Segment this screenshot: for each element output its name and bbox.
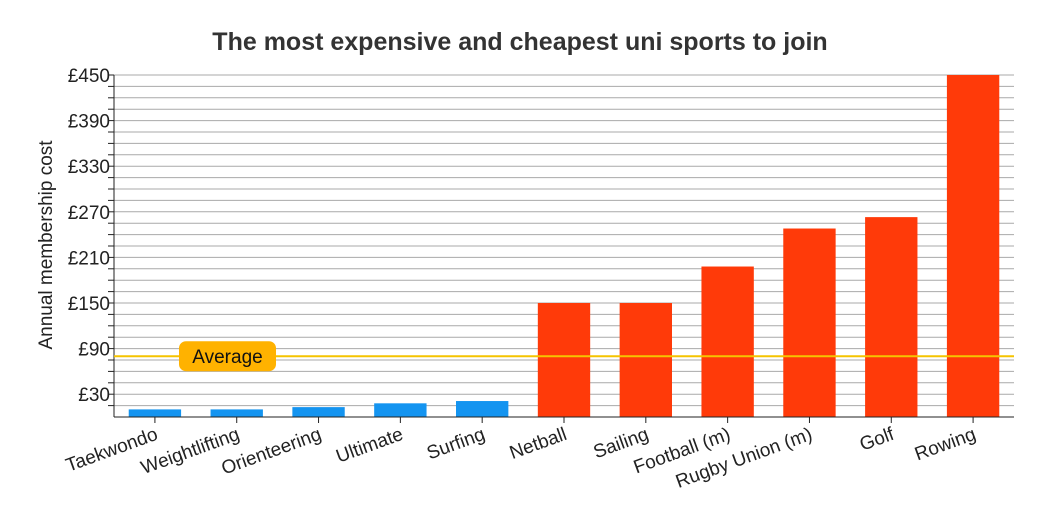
bars bbox=[128, 75, 1000, 417]
bar-netball bbox=[537, 303, 591, 417]
y-tick-label: £150 bbox=[68, 294, 110, 315]
y-tick-label: £210 bbox=[68, 248, 110, 269]
x-tick-label: Rowing bbox=[912, 424, 979, 465]
bar-rugby-union-m bbox=[783, 228, 836, 417]
x-tick-label: Ultimate bbox=[333, 424, 406, 468]
bar-rowing bbox=[946, 75, 1000, 417]
bar-weightlifting bbox=[210, 409, 263, 417]
bar-golf bbox=[865, 217, 918, 417]
y-tick-label: £390 bbox=[68, 112, 110, 133]
y-tick-label: £450 bbox=[68, 66, 110, 87]
y-tick-label: £270 bbox=[68, 203, 110, 224]
x-tick-label: Rugby Union (m) bbox=[673, 424, 815, 493]
axes bbox=[108, 74, 1014, 423]
x-tick-label: Golf bbox=[857, 424, 898, 456]
bar-football-m bbox=[701, 266, 754, 417]
y-tick-label: £90 bbox=[78, 340, 110, 361]
x-tick-label: Netball bbox=[507, 424, 570, 464]
average-label: Average bbox=[192, 347, 262, 368]
bar-orienteering bbox=[292, 407, 345, 417]
average-line-group: Average bbox=[114, 341, 1014, 372]
y-tick-labels: £30 £90 £150 £210 £270 £330 £390 £450 bbox=[68, 66, 110, 406]
bar-ultimate bbox=[374, 403, 427, 417]
x-tick-label: Surfing bbox=[424, 424, 488, 464]
bar-surfing bbox=[456, 401, 509, 417]
y-tick-label: £30 bbox=[78, 385, 110, 406]
y-axis-label: Annual membership cost bbox=[36, 140, 57, 350]
bar-taekwondo bbox=[128, 409, 182, 417]
chart-title: The most expensive and cheapest uni spor… bbox=[212, 28, 827, 56]
y-tick-label: £330 bbox=[68, 157, 110, 178]
bar-sailing bbox=[619, 303, 672, 417]
average-label-box bbox=[179, 341, 276, 372]
